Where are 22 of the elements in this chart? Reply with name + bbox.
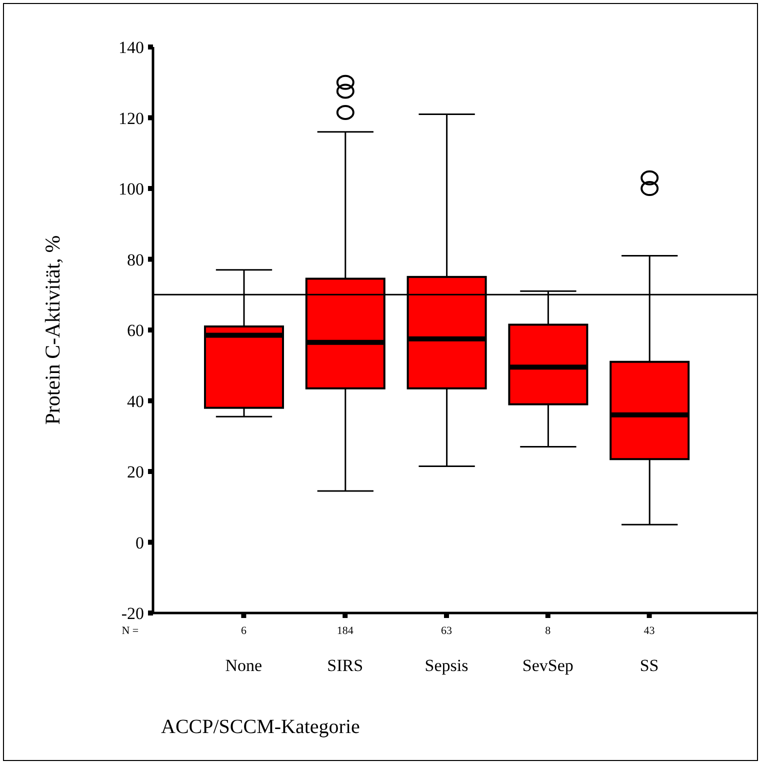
x-tick-label: Sepsis	[424, 656, 468, 675]
y-tick-label: 20	[127, 462, 144, 482]
text: 8	[545, 625, 552, 637]
y-tick-label: 120	[118, 108, 144, 128]
text: 184	[336, 625, 354, 637]
x-tick-label: SIRS	[327, 656, 364, 675]
x-tick-label: None	[225, 656, 262, 675]
y-tick-label: 60	[127, 321, 144, 340]
x-tick-label: SS	[640, 656, 659, 675]
y-tick-label: 80	[127, 250, 144, 270]
y-axis-title: Protein C-Aktivität, %	[40, 235, 64, 425]
y-tick-label: 100	[118, 180, 144, 198]
y-tick-label: 0	[136, 533, 144, 552]
text: 6	[240, 625, 247, 637]
y-tick-label: -20	[121, 604, 144, 623]
x-tick-label: SevSep	[522, 656, 574, 675]
text: N =	[122, 625, 139, 637]
y-tick-label: 140	[118, 38, 144, 57]
text: 63	[441, 625, 452, 637]
y-tick-label: 40	[127, 392, 144, 411]
text: 43	[644, 625, 656, 637]
x-axis-title: ACCP/SCCM-Kategorie	[161, 716, 360, 739]
